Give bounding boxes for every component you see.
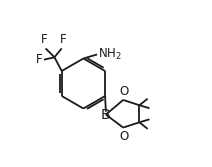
Text: F: F [41,33,48,46]
Text: NH$_2$: NH$_2$ [98,47,122,62]
Text: B: B [101,108,111,122]
Text: O: O [120,130,129,143]
Text: O: O [120,85,129,98]
Text: F: F [36,53,43,66]
Text: F: F [60,33,66,46]
